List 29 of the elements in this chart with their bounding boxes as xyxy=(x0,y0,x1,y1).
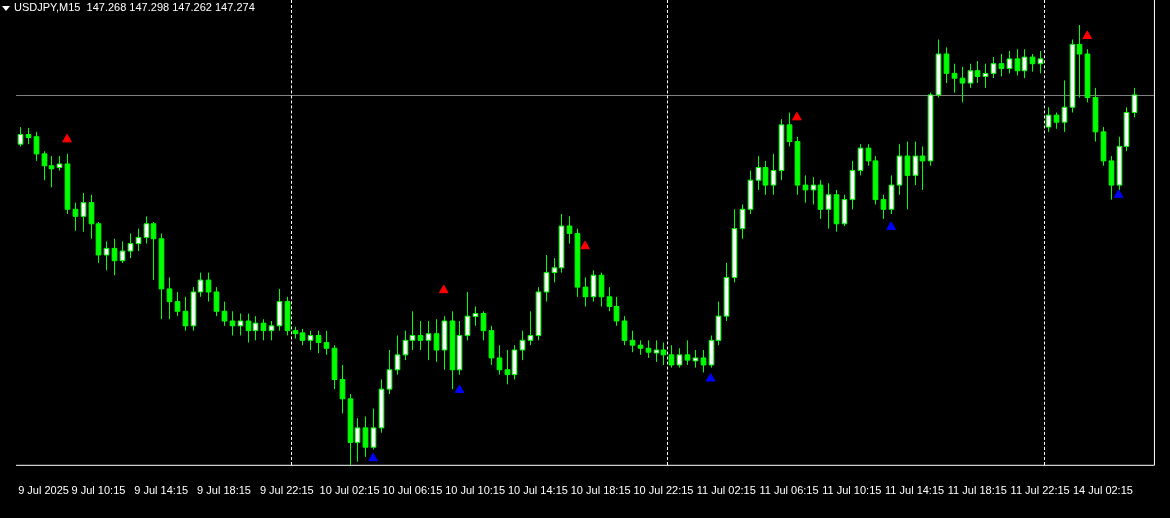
x-tick-label: 11 Jul 18:15 xyxy=(947,484,1007,497)
x-tick-label: 10 Jul 14:15 xyxy=(507,484,568,497)
x-tick-label: 9 Jul 10:15 xyxy=(71,484,126,497)
point xyxy=(62,133,72,143)
x-tick-label: 9 Jul 18:15 xyxy=(197,484,251,497)
point xyxy=(368,452,378,462)
x-tick-label: 9 Jul 22:15 xyxy=(259,484,314,497)
x-tick-label: 11 Jul 06:15 xyxy=(759,484,819,497)
point xyxy=(1113,189,1124,198)
point xyxy=(792,111,802,121)
x-tick-label: 11 Jul 22:15 xyxy=(1010,484,1070,497)
point xyxy=(1082,30,1093,39)
x-tick-label: 14 Jul 02:15 xyxy=(1072,484,1133,497)
point xyxy=(438,284,449,294)
x-tick-label: 10 Jul 18:15 xyxy=(570,484,631,497)
point xyxy=(454,384,465,394)
x-tick-label: 9 Jul 2025 xyxy=(18,484,69,497)
x-tick-label: 11 Jul 02:15 xyxy=(696,484,756,497)
x-tick-label: 11 Jul 10:15 xyxy=(822,484,882,497)
x-tick-label: 10 Jul 02:15 xyxy=(319,484,380,497)
point xyxy=(886,221,896,230)
x-tick-label: 11 Jul 14:15 xyxy=(885,484,945,497)
point xyxy=(580,240,590,250)
point xyxy=(705,373,716,382)
x-tick-label: 10 Jul 10:15 xyxy=(445,484,506,497)
chart-title: USDJPY,M15 147.268 147.298 147.262 147.274 xyxy=(14,1,255,13)
x-tick-label: 10 Jul 22:15 xyxy=(633,484,694,497)
x-tick-label: 9 Jul 14:15 xyxy=(134,484,189,497)
x-tick-label: 10 Jul 06:15 xyxy=(382,484,443,497)
